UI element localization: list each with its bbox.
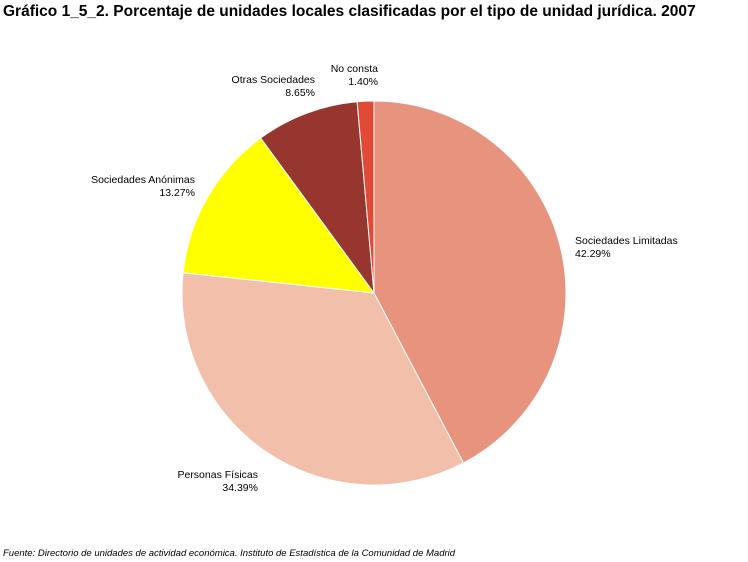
- pie-slice-no-consta: [356, 100, 375, 294]
- chart-title: Gráfico 1_5_2. Porcentaje de unidades lo…: [3, 3, 696, 20]
- slice-label-value: 34.39%: [222, 482, 258, 494]
- slice-label-name: No consta: [331, 63, 378, 75]
- slice-label-name: Otras Sociedades: [232, 74, 315, 86]
- slice-label-value: 1.40%: [348, 76, 378, 88]
- slice-label-value: 8.65%: [285, 87, 315, 99]
- slice-label: Otras Sociedades 8.65%: [232, 74, 315, 99]
- slice-label-value: 42.29%: [575, 248, 611, 260]
- pie-slice-otras-sociedades: [259, 101, 375, 295]
- slice-labels: Sociedades Limitadas 42.29% Personas Físic…: [91, 63, 678, 494]
- slice-label-name: Sociedades Limitadas: [575, 235, 678, 247]
- slice-label-name: Sociedades Anónimas: [91, 174, 195, 186]
- slice-label: Sociedades Limitadas 42.29%: [575, 235, 678, 260]
- pie-slice-personas-físicas: [181, 272, 465, 486]
- slice-label-value: 13.27%: [159, 187, 195, 199]
- slice-label: Personas Físicas 34.39%: [177, 469, 258, 494]
- slice-label: Sociedades Anónimas 13.27%: [91, 174, 195, 199]
- pie-slice-sociedades-anónimas: [182, 137, 376, 294]
- slice-label: No consta 1.40%: [331, 63, 378, 88]
- pie-slices: [181, 100, 567, 486]
- slice-label-name: Personas Físicas: [177, 469, 258, 481]
- pie-slice-sociedades-limitadas: [373, 100, 567, 464]
- source-footnote: Fuente: Directorio de unidades de activi…: [3, 548, 456, 559]
